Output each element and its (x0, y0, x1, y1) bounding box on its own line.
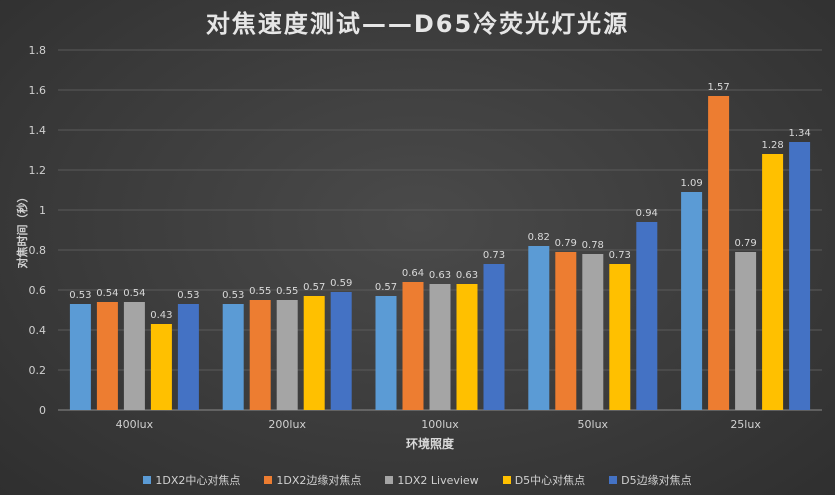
y-tick-label: 1.6 (29, 84, 47, 97)
data-label: 0.55 (249, 286, 271, 297)
legend-item: D5边缘对焦点 (609, 472, 692, 488)
y-tick-label: 0.6 (29, 284, 47, 297)
bar (303, 296, 325, 410)
data-label: 0.78 (582, 240, 604, 251)
bar (249, 300, 271, 410)
legend-label: D5中心对焦点 (514, 474, 586, 487)
bar (528, 246, 550, 410)
bar (222, 304, 244, 410)
data-label: 0.73 (483, 250, 505, 261)
y-tick-label: 0.2 (29, 364, 47, 377)
bar (708, 96, 730, 410)
legend-swatch (385, 476, 394, 484)
data-label: 1.34 (788, 128, 810, 139)
data-label: 0.54 (123, 288, 145, 299)
legend-label: 1DX2 Liveview (397, 473, 479, 487)
bar (735, 252, 757, 410)
legend-swatch (609, 476, 618, 484)
bar (330, 292, 352, 410)
data-label: 0.73 (609, 250, 631, 261)
data-label: 0.57 (303, 282, 325, 293)
bar (636, 222, 658, 410)
x-axis-label: 环境照度 (406, 436, 455, 451)
bar (456, 284, 478, 410)
bar (123, 302, 145, 410)
y-tick-label: 1.4 (29, 124, 47, 137)
legend-label: 1DX2中心对焦点 (155, 474, 241, 487)
x-tick-label: 50lux (578, 418, 609, 431)
y-tick-label: 0 (39, 404, 46, 417)
legend-label: 1DX2边缘对焦点 (276, 474, 362, 487)
bar (483, 264, 505, 410)
data-label: 0.53 (222, 290, 244, 301)
y-axis-label: 对焦时间（秒） (15, 192, 29, 269)
legend-item: 1DX2中心对焦点 (143, 472, 240, 488)
bar (276, 300, 298, 410)
legend-item: 1DX2 Liveview (385, 472, 479, 488)
data-label: 0.94 (636, 208, 658, 219)
bar (789, 142, 811, 410)
bar (150, 324, 172, 410)
y-tick-label: 0.8 (29, 244, 47, 257)
legend-swatch (502, 476, 511, 484)
bar (177, 304, 199, 410)
data-label: 1.09 (680, 178, 702, 189)
legend-item: 1DX2边缘对焦点 (264, 472, 361, 488)
x-tick-label: 400lux (116, 418, 154, 431)
bar (582, 254, 604, 410)
x-tick-label: 200lux (268, 418, 306, 431)
data-label: 0.64 (402, 268, 424, 279)
data-label: 0.55 (276, 286, 298, 297)
bar (96, 302, 118, 410)
data-label: 0.43 (150, 310, 172, 321)
chart-legend: 1DX2中心对焦点 1DX2边缘对焦点 1DX2 Liveview D5中心对焦点 D5… (0, 472, 835, 488)
data-label: 0.79 (734, 238, 756, 249)
chart-title: 对焦速度测试——D65冷荧光灯光源 (205, 10, 630, 38)
bar (69, 304, 91, 410)
bar (375, 296, 397, 410)
data-label: 0.63 (429, 270, 451, 281)
bar (609, 264, 631, 410)
y-tick-label: 1.8 (29, 44, 47, 57)
data-label: 0.57 (375, 282, 397, 293)
x-tick-label: 100lux (421, 418, 459, 431)
y-tick-label: 0.4 (29, 324, 47, 337)
data-label: 0.63 (456, 270, 478, 281)
bar (429, 284, 451, 410)
bar (402, 282, 424, 410)
bar (555, 252, 577, 410)
x-tick-label: 25lux (730, 418, 761, 431)
data-label: 0.54 (96, 288, 118, 299)
data-label: 0.82 (528, 232, 550, 243)
legend-swatch (264, 476, 273, 484)
data-label: 1.57 (707, 82, 729, 93)
data-label: 0.79 (555, 238, 577, 249)
data-label: 1.28 (761, 140, 783, 151)
legend-label: D5边缘对焦点 (621, 474, 692, 487)
bar (762, 154, 784, 410)
data-label: 0.59 (330, 278, 352, 289)
data-label: 0.53 (177, 290, 199, 301)
bar (681, 192, 703, 410)
legend-item: D5中心对焦点 (502, 472, 586, 488)
y-tick-label: 1.2 (29, 164, 47, 177)
y-tick-label: 1 (39, 204, 46, 217)
data-label: 0.53 (69, 290, 91, 301)
legend-swatch (143, 476, 152, 484)
